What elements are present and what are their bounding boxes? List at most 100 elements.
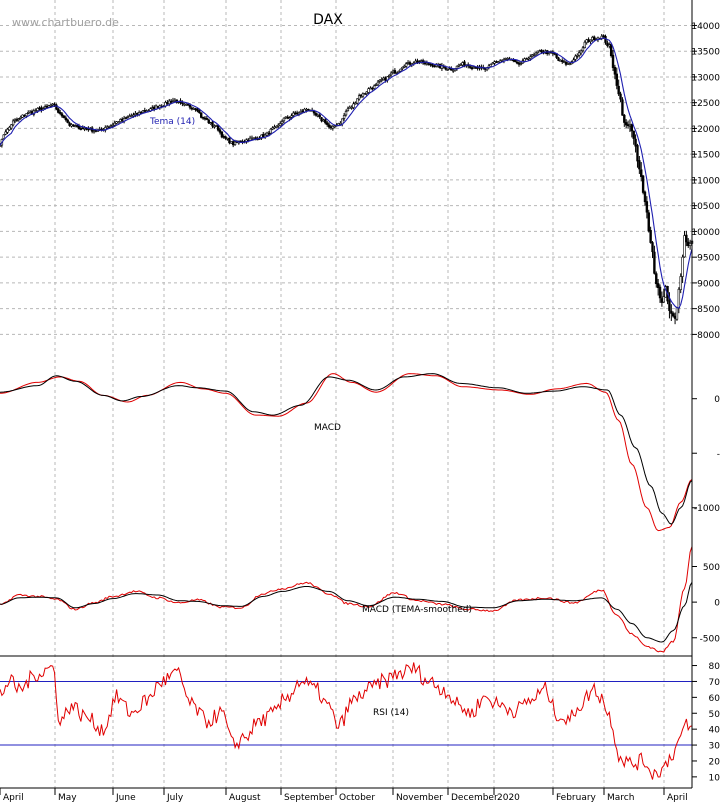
price-candle bbox=[209, 122, 212, 125]
price-candle bbox=[566, 63, 570, 65]
price-candle bbox=[500, 59, 504, 62]
price-candle bbox=[74, 125, 77, 127]
price-candle bbox=[230, 141, 233, 144]
price-candle bbox=[519, 63, 523, 65]
price-candle bbox=[0, 145, 2, 147]
price-candle bbox=[376, 81, 380, 86]
price-candle bbox=[670, 310, 673, 314]
price-candle bbox=[218, 129, 222, 133]
price-candle bbox=[8, 127, 11, 131]
price-candle bbox=[433, 65, 436, 68]
price-candle bbox=[589, 39, 592, 42]
price-candle bbox=[126, 116, 130, 118]
price-candle bbox=[109, 125, 113, 128]
price-candle bbox=[532, 54, 536, 56]
price-candle bbox=[365, 91, 368, 94]
price-candle bbox=[504, 58, 508, 60]
price-candle bbox=[585, 39, 588, 43]
x-tick-label: June bbox=[115, 793, 136, 803]
price-candle bbox=[583, 41, 587, 48]
macd-label: MACD bbox=[314, 423, 341, 433]
price-candle bbox=[348, 106, 351, 109]
price-candle bbox=[559, 60, 562, 62]
price-candle bbox=[38, 107, 41, 110]
price-candle bbox=[265, 132, 269, 136]
price-candle bbox=[121, 118, 124, 121]
price-candle bbox=[401, 66, 404, 69]
y-tick-label: 70 bbox=[709, 678, 721, 688]
price-candle bbox=[561, 60, 564, 62]
price-candle bbox=[617, 85, 620, 95]
y-tick-label: 9500 bbox=[697, 254, 720, 264]
price-candle bbox=[327, 124, 331, 128]
price-candle bbox=[634, 138, 637, 147]
price-candle bbox=[64, 117, 68, 121]
price-candle bbox=[562, 61, 566, 63]
y-tick-label: - bbox=[717, 450, 720, 460]
price-candle bbox=[224, 136, 227, 139]
price-candle bbox=[468, 66, 472, 68]
price-candle bbox=[4, 131, 7, 135]
price-candle bbox=[389, 72, 393, 76]
price-candle bbox=[17, 118, 21, 121]
y-tick-label: 500 bbox=[703, 563, 720, 573]
price-candle bbox=[346, 108, 350, 112]
tema-macd-panel bbox=[0, 546, 693, 653]
price-candle bbox=[384, 77, 387, 81]
price-candle bbox=[615, 73, 618, 86]
price-candle bbox=[423, 62, 427, 65]
price-candle bbox=[470, 67, 474, 70]
price-candle bbox=[529, 56, 532, 59]
price-candle bbox=[275, 126, 278, 128]
tema-macd-label: MACD (TEMA-smoothed) bbox=[362, 605, 472, 615]
price-candle bbox=[252, 137, 256, 140]
price-candle bbox=[656, 283, 660, 288]
y-tick-label: 10 bbox=[709, 773, 721, 783]
price-candle bbox=[378, 79, 382, 82]
price-candle bbox=[497, 61, 500, 63]
price-candle bbox=[489, 64, 492, 67]
price-candle bbox=[371, 87, 374, 90]
price-candle bbox=[45, 105, 49, 108]
y-tick-label: -1000 bbox=[694, 504, 720, 514]
price-candle bbox=[181, 102, 184, 105]
price-candle bbox=[350, 107, 353, 109]
price-candle bbox=[250, 137, 254, 140]
x-tick-label: April bbox=[667, 793, 688, 803]
price-candle bbox=[621, 99, 624, 116]
price-candle bbox=[318, 114, 321, 118]
x-tick-label: November bbox=[396, 793, 443, 803]
price-candle bbox=[354, 102, 357, 105]
price-candle bbox=[166, 102, 169, 104]
price-candle bbox=[207, 119, 210, 124]
price-candle bbox=[609, 43, 613, 57]
price-candle bbox=[105, 126, 109, 129]
price-candle bbox=[151, 107, 154, 109]
price-candle bbox=[653, 251, 656, 274]
price-candle bbox=[305, 109, 308, 111]
price-candle bbox=[581, 47, 585, 52]
price-candle bbox=[649, 230, 652, 243]
price-candle bbox=[679, 276, 682, 290]
price-candle bbox=[49, 104, 52, 107]
price-candle bbox=[27, 112, 30, 114]
price-candle bbox=[21, 114, 24, 118]
tema-macd-line bbox=[0, 581, 693, 643]
price-candle bbox=[446, 69, 449, 71]
price-candle bbox=[94, 130, 98, 132]
price-candle bbox=[184, 103, 188, 106]
y-tick-label: 40 bbox=[709, 726, 721, 736]
price-candle bbox=[457, 64, 461, 67]
price-candle bbox=[13, 119, 17, 122]
price-candle bbox=[53, 103, 56, 106]
price-candle bbox=[299, 110, 303, 114]
price-candle bbox=[579, 50, 583, 54]
price-candle bbox=[301, 110, 304, 113]
price-candle bbox=[47, 105, 51, 108]
price-candle bbox=[15, 119, 19, 121]
price-candle bbox=[226, 137, 229, 140]
price-candle bbox=[626, 124, 630, 127]
price-candle bbox=[688, 243, 692, 246]
y-tick-label: 10500 bbox=[691, 202, 720, 212]
price-candle bbox=[205, 118, 209, 120]
